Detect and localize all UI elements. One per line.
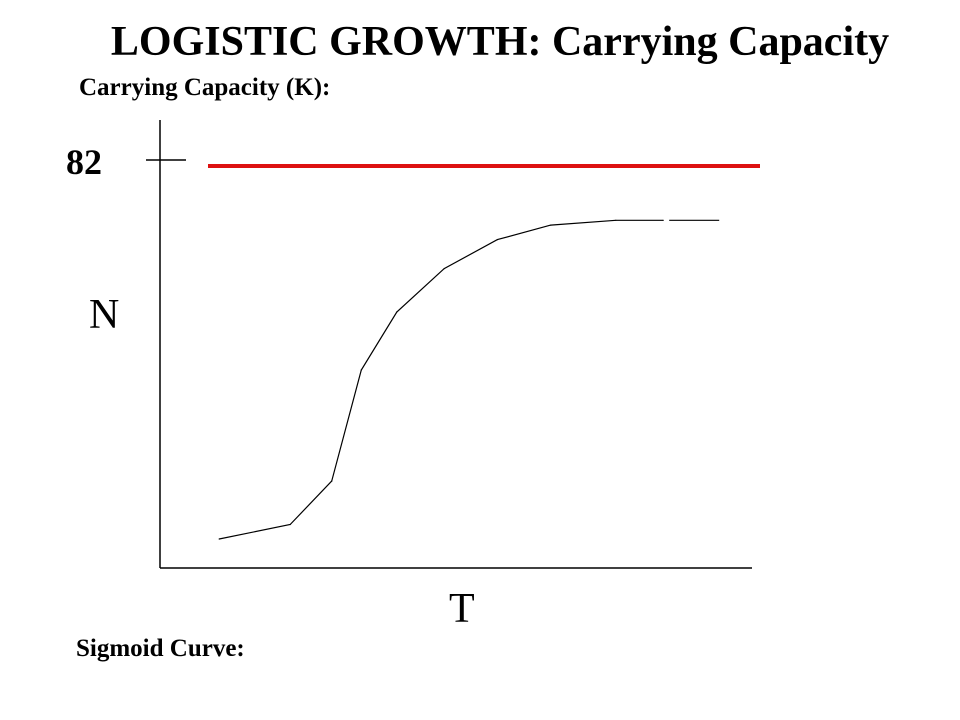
curve-point-6 [496, 239, 498, 241]
curve-point-9 [662, 219, 664, 221]
curve-point-3 [360, 369, 362, 371]
sigmoid-curve-line [219, 219, 664, 540]
curve-point-4 [396, 311, 398, 313]
sigmoid-curve-label: Sigmoid Curve: [76, 635, 245, 662]
curve-points-group [218, 219, 664, 540]
curve-point-0 [218, 538, 220, 540]
curve-point-7 [550, 224, 552, 226]
y-axis-label: N [89, 292, 119, 338]
y-tick-label-k: 82 [66, 142, 102, 182]
curve-point-5 [443, 268, 445, 270]
curve-point-1 [289, 523, 291, 526]
curve-point-8 [615, 219, 617, 221]
x-axis-label: T [449, 586, 475, 632]
chart-subtitle: Carrying Capacity (K): [79, 74, 331, 101]
chart-title: LOGISTIC GROWTH: Carrying Capacity [110, 19, 890, 65]
curve-point-2 [331, 480, 333, 482]
